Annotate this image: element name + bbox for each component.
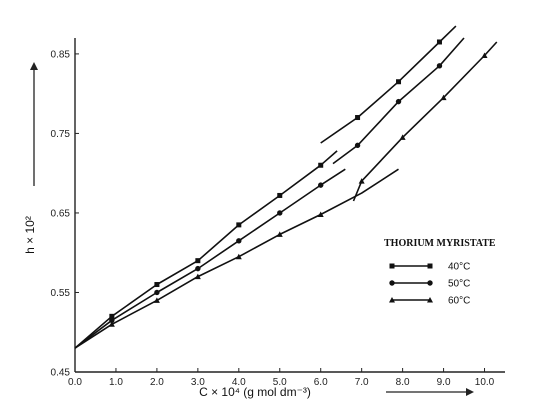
data-point (154, 289, 160, 296)
data-point (277, 210, 283, 216)
data-point (276, 231, 283, 237)
x-axis-arrow (386, 388, 474, 396)
legend-marker (427, 297, 433, 303)
y-tick-label: 0.65 (51, 208, 71, 219)
series-layer (74, 25, 498, 349)
data-point (440, 94, 447, 101)
data-point (195, 258, 201, 264)
y-tick-label: 0.75 (51, 129, 71, 140)
data-point (153, 297, 160, 303)
data-point (355, 115, 361, 121)
y-axis-arrow (30, 62, 38, 186)
legend-marker (389, 297, 395, 303)
data-point (318, 162, 324, 168)
data-point (109, 317, 115, 324)
legend-marker (389, 280, 395, 286)
data-point (436, 63, 443, 69)
data-point (277, 192, 283, 198)
x-axis-label: C × 10⁴ (g mol dm⁻³) (199, 385, 311, 399)
y-tick-label: 0.85 (51, 49, 71, 60)
x-tick-label: 9.0 (437, 377, 451, 388)
data-point (354, 142, 361, 149)
data-point (108, 321, 115, 327)
legend-label: 40°C (448, 262, 470, 273)
legend-marker (427, 280, 433, 286)
series-50c (74, 37, 465, 349)
legend-label: 60°C (448, 296, 470, 307)
data-point (154, 282, 160, 288)
data-point (399, 134, 406, 140)
data-point (109, 313, 115, 319)
x-tick-label: 0.0 (68, 377, 82, 388)
legend-item-60c: 60°C (389, 296, 470, 307)
x-tick-label: 4.0 (232, 377, 246, 388)
series-40c (74, 25, 457, 349)
data-point (318, 182, 324, 188)
series-line (320, 25, 457, 144)
series-line (74, 168, 346, 349)
y-axis-label: h × 10² (23, 216, 37, 254)
series-60c (74, 41, 498, 349)
series-line (352, 41, 498, 202)
data-point (235, 253, 242, 260)
y-tick-label: 0.55 (51, 288, 71, 299)
data-point (236, 222, 242, 228)
x-tick-label: 5.0 (273, 377, 287, 388)
data-point (358, 178, 365, 184)
legend-item-40c: 40°C (389, 262, 470, 273)
data-point (317, 211, 324, 218)
x-tick-label: 8.0 (396, 377, 410, 388)
x-tick-label: 3.0 (191, 377, 205, 388)
x-tick-label: 1.0 (109, 377, 123, 388)
y-tick-label: 0.45 (51, 368, 71, 379)
data-point (396, 79, 402, 85)
data-point (195, 265, 201, 272)
legend-marker (389, 263, 395, 269)
series-line (74, 150, 338, 349)
legend-label: 50°C (448, 279, 470, 290)
legend-title: THORIUM MYRISTATE (384, 238, 496, 249)
x-tick-label: 6.0 (314, 377, 328, 388)
legend-marker (427, 263, 433, 269)
data-point (236, 238, 242, 244)
x-tick-label: 2.0 (150, 377, 164, 388)
data-point (395, 98, 402, 105)
legend-item-50c: 50°C (389, 279, 470, 290)
x-tick-label: 7.0 (355, 377, 369, 388)
legend: THORIUM MYRISTATE 40°C 50°C 60°C (384, 238, 496, 307)
data-point (436, 39, 442, 45)
x-tick-label: 10.0 (475, 377, 495, 388)
data-point (194, 273, 201, 280)
axes: 0.0 1.0 2.0 3.0 4.0 5.0 6.0 7.0 8.0 9.0 10.0 0.45 0.… (51, 38, 505, 388)
data-point (481, 52, 488, 58)
